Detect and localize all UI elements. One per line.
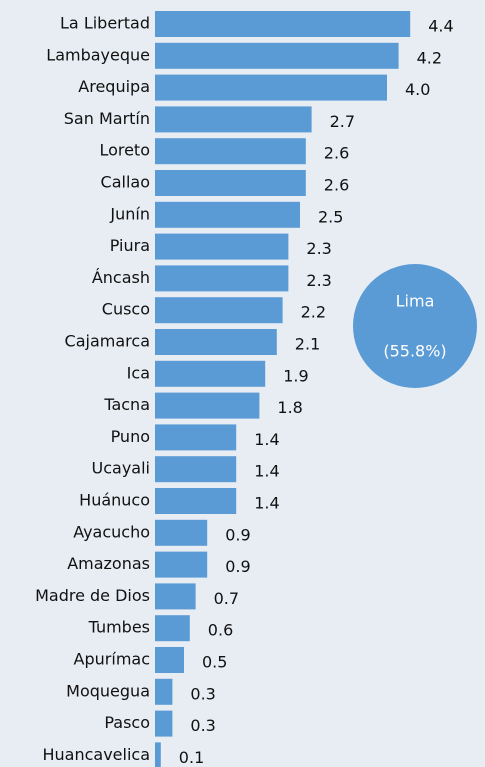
- category-label: Cusco: [102, 300, 150, 319]
- bar: [155, 170, 306, 196]
- value-label: 0.1: [179, 748, 204, 767]
- value-label: 1.4: [254, 494, 279, 513]
- bar: [155, 360, 266, 387]
- bar: [155, 678, 173, 705]
- value-label: 4.0: [405, 80, 430, 99]
- category-label: Junín: [109, 204, 150, 223]
- value-label: 0.9: [225, 525, 250, 544]
- bar: [155, 519, 208, 546]
- bar: [155, 710, 173, 737]
- bar: [155, 647, 184, 673]
- value-label: 2.3: [306, 271, 331, 290]
- category-label: Callao: [101, 173, 150, 192]
- value-label: 0.7: [214, 589, 239, 608]
- value-label: 0.5: [202, 653, 227, 672]
- value-label: 1.4: [254, 462, 279, 481]
- value-label: 2.1: [295, 335, 320, 354]
- category-label: Madre de Dios: [35, 586, 150, 605]
- category-label: Arequipa: [78, 77, 150, 96]
- category-label: Apurímac: [74, 650, 150, 669]
- category-label: La Libertad: [60, 14, 150, 33]
- category-label: Ayacucho: [73, 522, 150, 541]
- value-label: 1.8: [277, 398, 302, 417]
- category-label: Huancavelica: [42, 745, 150, 764]
- annotation-value: (55.8%): [383, 342, 446, 361]
- value-label: 0.9: [225, 557, 250, 576]
- value-label: 4.2: [417, 48, 442, 67]
- bar: [155, 201, 300, 228]
- bar: [155, 265, 289, 292]
- bar: [155, 742, 161, 767]
- value-label: 0.3: [190, 684, 215, 703]
- value-label: 1.4: [254, 430, 279, 449]
- lima-circle: [353, 264, 477, 388]
- bar: [155, 11, 411, 37]
- bar: [155, 392, 260, 419]
- bar: [155, 42, 399, 69]
- category-label: San Martín: [64, 109, 150, 128]
- category-label: Lambayeque: [46, 45, 150, 64]
- category-label: Amazonas: [67, 554, 150, 573]
- category-label: Tumbes: [88, 618, 150, 637]
- bar: [155, 329, 277, 355]
- bar: [155, 424, 237, 451]
- bar: [155, 488, 237, 514]
- category-label: Ucayali: [92, 459, 150, 478]
- bar: [155, 615, 190, 642]
- category-label: Tacna: [103, 395, 150, 414]
- value-label: 4.4: [428, 17, 453, 36]
- category-label: Cajamarca: [65, 332, 150, 351]
- value-label: 2.6: [324, 144, 349, 163]
- bar: [155, 106, 312, 133]
- value-label: 2.3: [306, 239, 331, 258]
- value-label: 2.2: [301, 303, 326, 322]
- bar: [155, 138, 306, 165]
- bar: [155, 551, 208, 578]
- category-label: Áncash: [92, 268, 150, 287]
- bar: [155, 583, 196, 610]
- category-label: Loreto: [99, 141, 150, 160]
- value-label: 2.7: [330, 112, 355, 131]
- category-label: Pasco: [104, 713, 150, 732]
- category-label: Moquegua: [66, 681, 150, 700]
- value-label: 2.6: [324, 176, 349, 195]
- category-label: Puno: [111, 427, 150, 446]
- value-label: 0.3: [190, 716, 215, 735]
- bar: [155, 456, 237, 483]
- bar: [155, 233, 289, 260]
- value-label: 0.6: [208, 621, 233, 640]
- annotation-label: Lima: [396, 292, 435, 311]
- value-label: 1.9: [283, 366, 308, 385]
- bar: [155, 297, 283, 324]
- category-label: Ica: [127, 363, 150, 382]
- bar: [155, 74, 387, 101]
- category-label: Piura: [110, 236, 150, 255]
- category-label: Huánuco: [79, 491, 150, 510]
- value-label: 2.5: [318, 207, 343, 226]
